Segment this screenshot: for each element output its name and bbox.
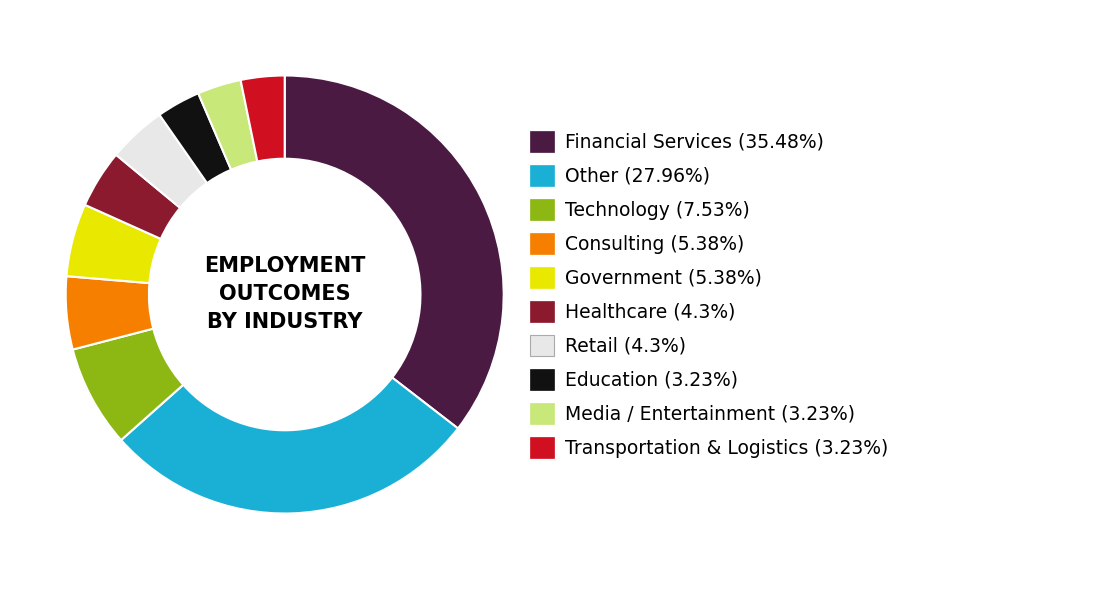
Wedge shape — [66, 276, 153, 349]
Text: EMPLOYMENT
OUTCOMES
BY INDUSTRY: EMPLOYMENT OUTCOMES BY INDUSTRY — [204, 256, 366, 333]
Wedge shape — [85, 155, 181, 239]
Wedge shape — [198, 80, 257, 170]
Wedge shape — [160, 93, 231, 183]
Wedge shape — [241, 75, 285, 161]
Wedge shape — [67, 205, 161, 283]
Wedge shape — [122, 378, 458, 514]
Legend: Financial Services (35.48%), Other (27.96%), Technology (7.53%), Consulting (5.3: Financial Services (35.48%), Other (27.9… — [530, 131, 888, 458]
Wedge shape — [285, 75, 504, 428]
Wedge shape — [116, 115, 207, 208]
Wedge shape — [72, 329, 183, 440]
